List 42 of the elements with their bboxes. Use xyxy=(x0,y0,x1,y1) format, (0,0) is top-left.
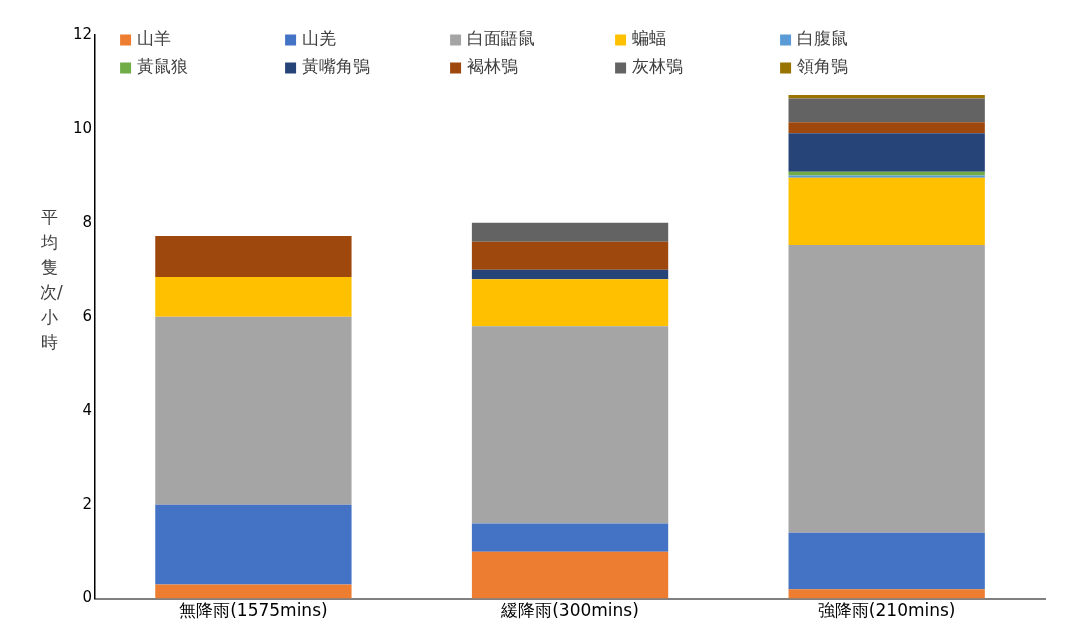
bar xyxy=(471,279,669,327)
bar xyxy=(788,175,985,178)
y-tick-label: 2 xyxy=(82,494,93,513)
y-tick-label: 8 xyxy=(82,212,93,231)
bar xyxy=(788,95,985,99)
x-tick-label: 強降雨(210mins) xyxy=(817,600,956,621)
bar xyxy=(471,523,669,552)
bar xyxy=(788,532,985,590)
legend-label: 白面鼯鼠 xyxy=(467,28,536,49)
bar xyxy=(788,244,985,533)
legend-label: 領角鴞 xyxy=(797,56,849,77)
bar xyxy=(155,504,352,585)
legend-label: 山羌 xyxy=(302,28,337,49)
y-tick-label: 12 xyxy=(72,24,93,43)
legend-label: 灰林鴞 xyxy=(632,56,684,77)
x-tick-label: 無降雨(1575mins) xyxy=(179,600,328,621)
legend-label: 黃嘴角鴞 xyxy=(302,56,371,77)
bar xyxy=(155,584,352,599)
bar xyxy=(155,276,352,317)
y-tick-label: 6 xyxy=(82,306,93,325)
bar xyxy=(471,222,669,242)
y-tick-label: 0 xyxy=(82,588,93,607)
bar xyxy=(471,551,669,599)
bar xyxy=(788,177,985,245)
bar xyxy=(471,326,669,524)
legend-label: 黃鼠狼 xyxy=(137,56,189,77)
bar xyxy=(788,589,985,599)
bar xyxy=(155,316,352,505)
bar xyxy=(788,122,985,134)
legend-label: 蝙蝠 xyxy=(632,28,667,49)
y-axis-title: 平均隻次/小時 xyxy=(40,206,63,354)
y-tick-label: 4 xyxy=(82,400,93,419)
legend-label: 山羊 xyxy=(137,28,172,49)
bar xyxy=(471,241,669,270)
y-tick-label: 10 xyxy=(72,118,93,137)
bar xyxy=(471,269,669,280)
x-tick-label: 緩降雨(300mins) xyxy=(500,600,639,621)
bar xyxy=(155,236,352,277)
legend-label: 褐林鴞 xyxy=(467,56,519,77)
legend-label: 白腹鼠 xyxy=(797,28,849,49)
bar xyxy=(788,98,985,123)
bar xyxy=(788,133,985,172)
